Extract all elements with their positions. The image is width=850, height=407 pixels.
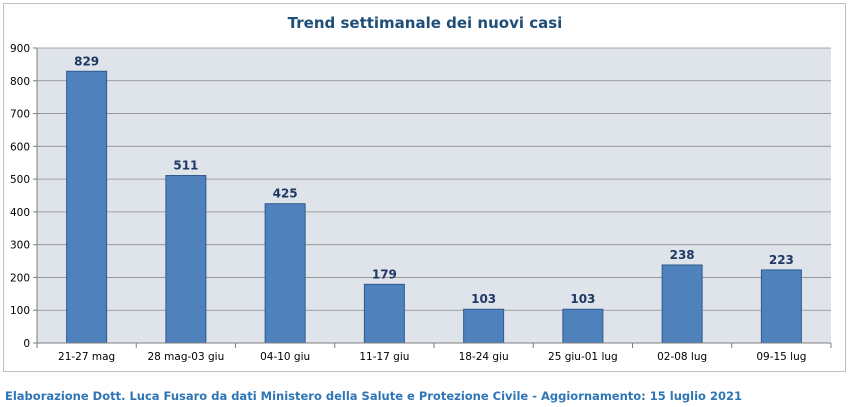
y-tick-label: 600 xyxy=(10,141,30,153)
axes xyxy=(36,48,831,344)
data-label: 179 xyxy=(372,267,397,281)
data-label: 238 xyxy=(670,248,695,262)
x-tick-label: 02-08 lug xyxy=(657,351,707,363)
x-tick-label: 09-15 lug xyxy=(756,351,806,363)
bar xyxy=(463,308,505,344)
data-labels: 829 511 425 179 103 103 238 223 xyxy=(74,54,794,306)
y-tick-label: 200 xyxy=(10,272,30,284)
plot-area xyxy=(37,48,831,343)
x-tick-label: 21-27 mag xyxy=(58,351,115,363)
y-tick-label: 900 xyxy=(10,43,30,55)
bar-chart: 0 100 200 300 400 500 600 700 800 900 829 511 425 17… xyxy=(10,43,832,363)
bar xyxy=(66,70,108,344)
y-tick-label: 300 xyxy=(10,240,30,252)
x-tick-label: 18-24 giu xyxy=(459,351,509,363)
y-tick-label: 100 xyxy=(10,305,30,317)
data-label: 103 xyxy=(471,292,496,306)
y-tick-label: 800 xyxy=(10,76,30,88)
data-label: 425 xyxy=(273,187,298,201)
y-tick-label: 400 xyxy=(10,207,30,219)
y-axis-ticks: 0 100 200 300 400 500 600 700 800 900 xyxy=(10,43,37,350)
y-tick-label: 0 xyxy=(23,338,30,350)
bar xyxy=(562,308,604,344)
chart-title: Trend settimanale dei nuovi casi xyxy=(287,14,563,32)
x-tick-label: 28 mag-03 giu xyxy=(147,351,224,363)
x-tick-label: 04-10 giu xyxy=(260,351,310,363)
x-tick-label: 25 giu-01 lug xyxy=(548,351,618,363)
bar xyxy=(661,264,703,344)
bars xyxy=(66,70,802,344)
bar xyxy=(165,175,207,344)
data-label: 103 xyxy=(570,292,595,306)
bar xyxy=(760,269,802,344)
bar xyxy=(264,203,306,344)
y-tick-label: 700 xyxy=(10,109,30,121)
data-label: 829 xyxy=(74,54,99,68)
data-label: 223 xyxy=(769,253,794,267)
x-tick-label: 11-17 giu xyxy=(359,351,409,363)
x-axis-ticks: 21-27 mag 28 mag-03 giu 04-10 giu 11-17 giu… xyxy=(36,343,832,363)
footer-credit: Elaborazione Dott. Luca Fusaro da dati M… xyxy=(5,389,742,403)
bar xyxy=(363,283,405,344)
y-tick-label: 500 xyxy=(10,174,30,186)
data-label: 511 xyxy=(173,159,198,173)
